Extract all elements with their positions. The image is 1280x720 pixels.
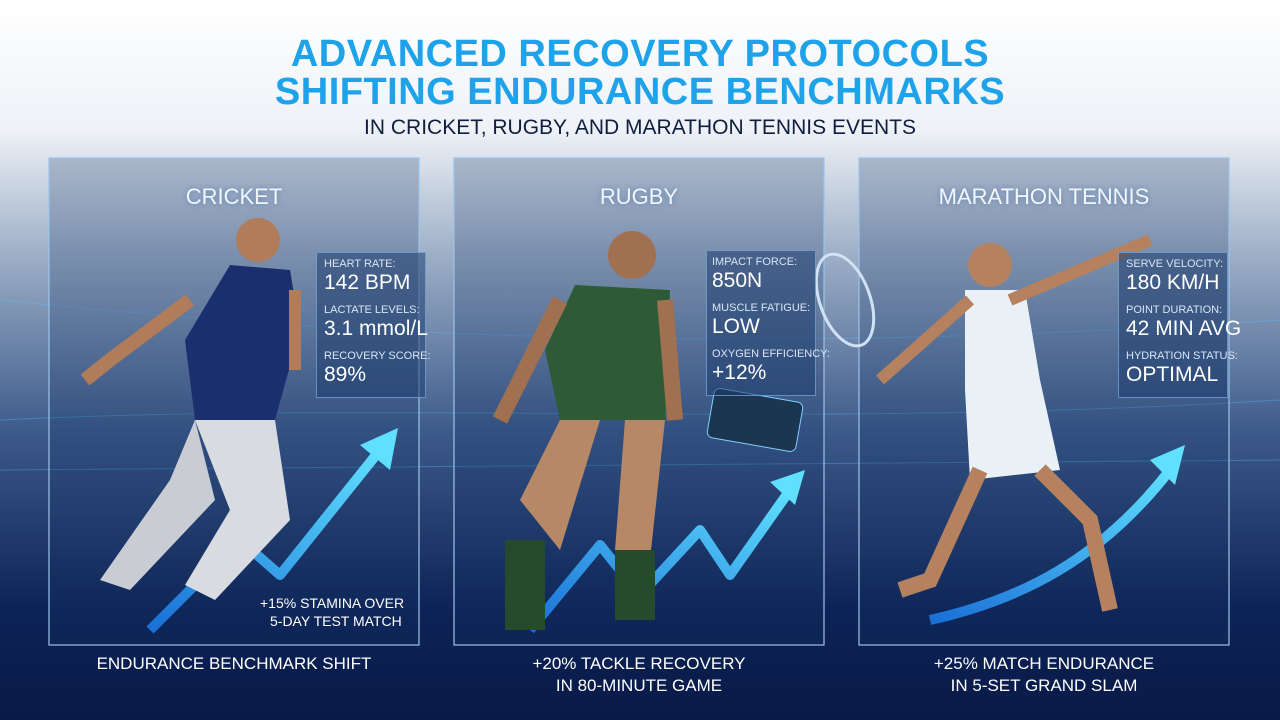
metric-value: LOW <box>712 315 760 338</box>
title-line: ADVANCED RECOVERY PROTOCOLS <box>290 33 990 75</box>
metric-label: HEART RATE: <box>324 258 396 270</box>
callout-line: +15% STAMINA OVER <box>260 595 405 611</box>
metric-value: 42 MIN AVG <box>1126 317 1242 340</box>
sport-name: CRICKET <box>185 184 283 209</box>
caption-line: IN 80-MINUTE GAME <box>555 676 723 695</box>
metric-label: LACTATE LEVELS: <box>324 304 420 316</box>
metric-label: HYDRATION STATUS: <box>1126 350 1238 362</box>
metrics-box <box>706 250 816 396</box>
rugby-player <box>492 231 876 630</box>
metric-label: OXYGEN EFFICIENCY: <box>712 348 830 360</box>
caption-line: +20% TACKLE RECOVERY <box>532 654 746 673</box>
sport-name: RUGBY <box>599 184 679 209</box>
metrics-box <box>316 252 426 398</box>
metric-value: 3.1 mmol/L <box>324 317 428 340</box>
metric-value: 180 KM/H <box>1126 271 1220 294</box>
metric-label: RECOVERY SCORE: <box>324 350 431 362</box>
caption-line: +25% MATCH ENDURANCE <box>933 654 1155 673</box>
metric-label: IMPACT FORCE: <box>712 256 798 268</box>
metric-label: MUSCLE FATIGUE: <box>712 302 811 314</box>
metric-label: POINT DURATION: <box>1126 304 1223 316</box>
sport-name: MARATHON TENNIS <box>938 184 1150 209</box>
metric-value: 142 BPM <box>324 271 411 294</box>
metric-value: 89% <box>324 363 367 386</box>
metric-label: SERVE VELOCITY: <box>1126 258 1224 270</box>
metrics-box <box>1118 252 1228 398</box>
tennis-player <box>876 234 1153 612</box>
caption-line: IN 5-SET GRAND SLAM <box>950 676 1138 695</box>
metric-value: 850N <box>712 269 763 292</box>
metric-value: OPTIMAL <box>1126 363 1219 386</box>
subtitle: IN CRICKET, RUGBY, AND MARATHON TENNIS E… <box>364 116 916 139</box>
title-line: SHIFTING ENDURANCE BENCHMARKS <box>274 71 1006 113</box>
metric-value: +12% <box>712 361 767 384</box>
cricket-player <box>80 218 301 600</box>
caption-line: ENDURANCE BENCHMARK SHIFT <box>96 654 372 673</box>
callout-line: 5-DAY TEST MATCH <box>270 613 402 629</box>
